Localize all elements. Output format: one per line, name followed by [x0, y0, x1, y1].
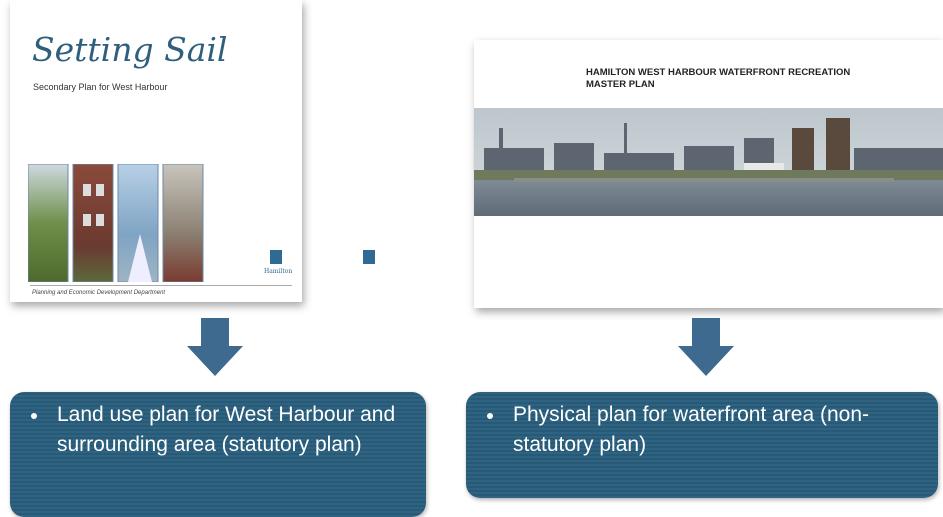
logo-mark: [270, 250, 282, 264]
divider: [30, 285, 292, 286]
skyline-photo: [474, 108, 943, 216]
callout-box: Land use plan for West Harbour and surro…: [10, 392, 426, 517]
document-cover: HAMILTON WEST HARBOUR WATERFRONT RECREAT…: [474, 40, 943, 308]
callout-text: Physical plan for waterfront area (non-s…: [513, 400, 913, 460]
bullet: [31, 413, 37, 419]
page: Setting Sail Secondary Plan for West Har…: [0, 0, 943, 507]
cover-subtitle: Secondary Plan for West Harbour: [33, 82, 167, 92]
cover-photos: [28, 164, 208, 282]
cover-title: HAMILTON WEST HARBOUR WATERFRONT RECREAT…: [586, 67, 866, 91]
document-cover: Setting Sail Secondary Plan for West Har…: [10, 0, 302, 302]
down-arrow: [678, 318, 734, 376]
callout-box: Physical plan for waterfront area (non-s…: [466, 392, 938, 498]
down-arrow: [187, 318, 243, 376]
cover-footer: Planning and Economic Development Depart…: [32, 290, 165, 296]
logo-text: Hamilton: [264, 268, 292, 275]
bullet: [487, 413, 493, 419]
cover-title: Setting Sail: [32, 30, 227, 69]
logo-mark: [363, 250, 375, 264]
callout-text: Land use plan for West Harbour and surro…: [57, 400, 407, 460]
